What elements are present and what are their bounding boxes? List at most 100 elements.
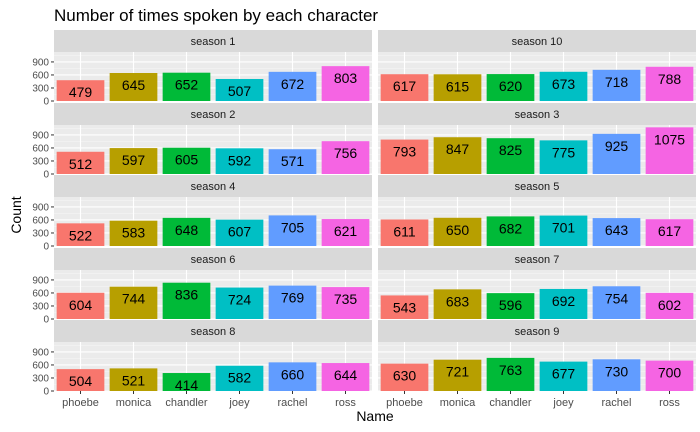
bar [109,73,158,101]
bar [268,362,317,391]
bar [56,369,105,391]
bar-label: 682 [499,220,523,236]
y-tick-label: 0 [43,387,49,398]
bar-label: 621 [334,223,358,239]
bar [162,147,211,174]
panel-background [378,197,696,246]
y-tick-label: 600 [32,288,49,299]
y-tick-label: 900 [32,347,49,358]
bar [321,66,370,101]
bar [109,368,158,391]
bar [56,292,105,319]
y-tick-label: 300 [32,228,49,239]
facet-strip-label: season 4 [191,181,236,193]
y-axis-title: Count [8,196,24,234]
bar [162,282,211,319]
bar [268,215,317,246]
bar [109,148,158,174]
bar [380,295,429,319]
y-tick-label: 0 [43,97,49,108]
bar [645,292,694,319]
y-tick-label: 900 [32,130,49,141]
x-tick-label: rachel [602,397,632,409]
bar-label: 504 [69,373,93,389]
bar-label: 735 [334,291,358,307]
bar [380,363,429,391]
panel-background [378,342,696,391]
bar-label: 673 [552,76,576,92]
y-tick-label: 0 [43,170,49,181]
facet-strip-label: season 7 [515,254,560,266]
bar-label: 825 [499,142,523,158]
bar-label: 718 [605,74,629,90]
bar [592,133,641,174]
panel-background [54,342,372,391]
y-tick-label: 900 [32,202,49,213]
bar-label: 672 [281,76,305,92]
x-tick-label: ross [659,397,680,409]
x-tick-label: rachel [278,397,308,409]
bar-label: 652 [175,77,199,93]
bar [592,218,641,246]
bar [486,216,535,246]
facet-strip [378,175,696,197]
bar [56,151,105,174]
x-axis-title: Name [356,408,394,424]
facet-strip [378,320,696,342]
facet-strip [378,30,696,52]
bar-label: 1075 [654,131,685,147]
bar [321,141,370,174]
facet-strip-label: season 6 [191,254,236,266]
x-tick-label: monica [440,397,476,409]
bar [321,219,370,246]
bar-label: 683 [446,293,470,309]
y-tick-label: 300 [32,83,49,94]
bar-label: 479 [69,84,93,100]
panel-background [54,52,372,101]
bar-label: 650 [446,222,470,238]
bar-label: 543 [393,299,417,315]
bar-label: 763 [499,362,523,378]
bar [433,217,482,246]
x-tick-label: joey [552,397,574,409]
bar-label: 605 [175,152,199,168]
bar-label: 836 [175,287,199,303]
bar [486,293,535,319]
facet-strip-label: season 1 [191,36,236,48]
bar-label: 730 [605,363,629,379]
facet-strip [378,103,696,125]
bar-label: 602 [658,297,682,313]
bar [433,359,482,391]
facet-panel: season 4 0 300 600 900 522 583 648 607 705 621 [32,175,372,253]
bar [380,219,429,246]
bar [539,215,588,246]
y-tick-label: 900 [32,57,49,68]
bar-label: 604 [69,297,93,313]
bar-label: 701 [552,220,576,236]
bar [162,217,211,246]
bar [433,289,482,319]
x-tick-label: ross [335,397,356,409]
y-tick-label: 600 [32,360,49,371]
bar-label: 615 [446,78,470,94]
facet-panel: season 1 0 300 600 900 479 645 652 507 672 803 [32,30,372,108]
bar [592,286,641,319]
facet-strip-label: season 9 [515,326,560,338]
facet-strip-label: season 10 [512,36,563,48]
bar [645,219,694,246]
bar [539,361,588,391]
bar [162,72,211,101]
facet-strip [54,248,372,270]
bar-label: 617 [658,223,682,239]
y-tick-label: 600 [32,143,49,154]
facet-panel: season 3 793 847 825 775 925 1075 [378,103,696,175]
bar [645,66,694,101]
bar-label: 724 [228,292,252,308]
bar [539,71,588,101]
facet-panel: season 9 630 721 763 677 730 700 phoebe monica ch… [378,320,696,409]
bar-label: 756 [334,145,358,161]
bar [215,78,264,101]
bar [109,220,158,246]
bar-label: 507 [228,83,252,99]
